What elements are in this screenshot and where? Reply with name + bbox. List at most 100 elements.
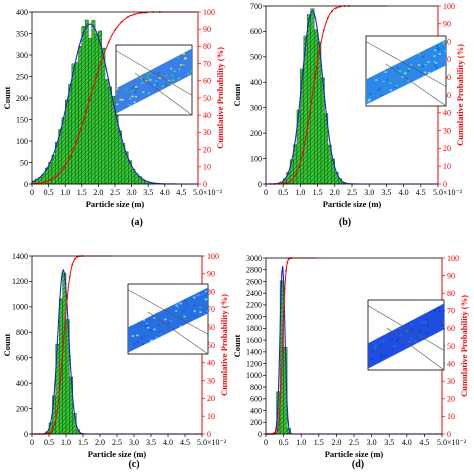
- inset-particle: [155, 312, 158, 314]
- histogram-bar: [91, 20, 96, 185]
- y-tick-label: 2000: [246, 312, 262, 321]
- y2-axis-title: Cumulative Probability (%): [215, 47, 225, 149]
- inset-particle: [147, 326, 150, 329]
- inset-diagonal-lower: [147, 311, 209, 355]
- y2-tick-label: 70: [447, 307, 455, 316]
- inset-diagonal-upper: [115, 50, 193, 96]
- inset-particle: [434, 64, 437, 67]
- y2-tick-label: 90: [447, 271, 455, 280]
- cumulative-point: [56, 409, 59, 412]
- y2-tick-label: 10: [207, 412, 215, 421]
- inset-particle: [426, 331, 429, 334]
- inset-particle: [424, 71, 427, 74]
- histogram-bar: [114, 115, 119, 185]
- y2-tick-label: 30: [203, 128, 211, 137]
- cumulative-point: [88, 99, 91, 101]
- cumulative-point: [69, 155, 72, 158]
- inset-particle: [408, 68, 411, 70]
- inset-particle: [174, 311, 177, 314]
- inset-particle: [146, 77, 149, 79]
- inset-particle: [383, 354, 386, 357]
- y2-tick-label: 60: [443, 73, 451, 82]
- inset-particle: [393, 345, 396, 348]
- inset-particle: [380, 94, 383, 97]
- inset-particle: [375, 79, 378, 81]
- inset-particle: [427, 61, 430, 63]
- inset-particle: [153, 84, 156, 87]
- y2-tick-label: 10: [447, 412, 455, 421]
- y2-tick-label: 20: [447, 395, 455, 404]
- y2-tick-label: 10: [443, 162, 451, 171]
- y2-tick-label: 60: [207, 323, 215, 332]
- inset-particle: [438, 320, 441, 322]
- histogram-bar: [51, 155, 56, 185]
- y-tick-label: 1000: [246, 371, 262, 380]
- y2-tick-label: 80: [443, 37, 451, 46]
- y-tick-label: 700: [250, 2, 262, 11]
- histogram-bar: [81, 26, 86, 185]
- inset-particle: [199, 306, 202, 309]
- inset-particle: [437, 47, 440, 49]
- inset-particle: [398, 326, 401, 329]
- inset-particle: [146, 74, 149, 76]
- x-tick-label: 4.0: [160, 188, 170, 197]
- inset-particle: [196, 294, 199, 297]
- inset-particle: [199, 292, 202, 295]
- y-tick-label: 1400: [12, 252, 28, 261]
- inset-particle: [374, 347, 377, 350]
- y-tick-label: 200: [250, 129, 262, 138]
- inset-particle: [135, 88, 138, 90]
- inset-particle: [422, 332, 425, 334]
- cumulative-point: [314, 73, 317, 75]
- y-tick-label: 300: [250, 104, 262, 113]
- x-tick-label: 4.5: [419, 438, 429, 447]
- cumulative-point: [73, 258, 76, 260]
- inset-particle: [121, 99, 124, 101]
- x-tick-label: 4.5: [416, 188, 426, 197]
- x-axis-title: Particle size (m): [323, 199, 382, 209]
- histogram-bar: [98, 30, 102, 185]
- inset-particle: [410, 323, 413, 326]
- histogram-bar: [88, 38, 92, 185]
- panel-label: (d): [352, 459, 364, 470]
- inset-particle: [173, 70, 176, 72]
- inset-particle: [180, 325, 183, 328]
- inset-particle: [139, 324, 142, 326]
- y2-tick-label: 40: [207, 359, 215, 368]
- y2-tick-label: 70: [207, 305, 215, 314]
- y-tick-label: 100: [16, 137, 28, 146]
- inset-particle: [437, 48, 440, 51]
- y-tick-label: 150: [16, 115, 28, 124]
- y2-tick-label: 100: [443, 2, 455, 11]
- cumulative-point: [289, 179, 292, 182]
- inset-particle: [148, 318, 151, 321]
- inset-particle-image: [365, 35, 447, 107]
- inset-particle: [178, 77, 181, 80]
- inset-particle: [176, 306, 179, 308]
- cumulative-point: [43, 181, 46, 183]
- inset-particle: [136, 341, 139, 343]
- x-tick-label: 1.5: [77, 188, 87, 197]
- inset-particle: [391, 83, 394, 86]
- inset-particle: [426, 320, 429, 323]
- inset-particle: [172, 79, 175, 81]
- inset-particle: [407, 70, 410, 72]
- inset-particle: [424, 320, 427, 323]
- inset-particle: [133, 101, 136, 104]
- inset-particle: [147, 329, 150, 332]
- inset-particle: [172, 328, 175, 330]
- inset-particle: [438, 53, 441, 55]
- inset-particle: [433, 55, 436, 57]
- x-tick-label: 4.0: [402, 438, 412, 447]
- inset-particle: [175, 304, 178, 307]
- inset-particle: [389, 82, 392, 84]
- cumulative-point: [63, 325, 66, 328]
- inset-particle: [187, 72, 190, 75]
- y-tick-label: 400: [16, 379, 28, 388]
- cumulative-point: [281, 350, 284, 353]
- x-tick-label: 3.0: [127, 188, 137, 197]
- inset-particle: [424, 59, 427, 62]
- y-tick-label: 600: [250, 27, 262, 36]
- x-tick-label: 0: [30, 188, 34, 197]
